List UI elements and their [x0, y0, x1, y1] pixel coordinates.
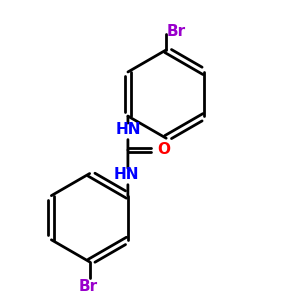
Text: O: O	[158, 142, 171, 158]
Text: Br: Br	[79, 279, 98, 294]
Text: HN: HN	[114, 167, 139, 182]
Text: Br: Br	[167, 24, 186, 39]
Text: HN: HN	[115, 122, 141, 136]
